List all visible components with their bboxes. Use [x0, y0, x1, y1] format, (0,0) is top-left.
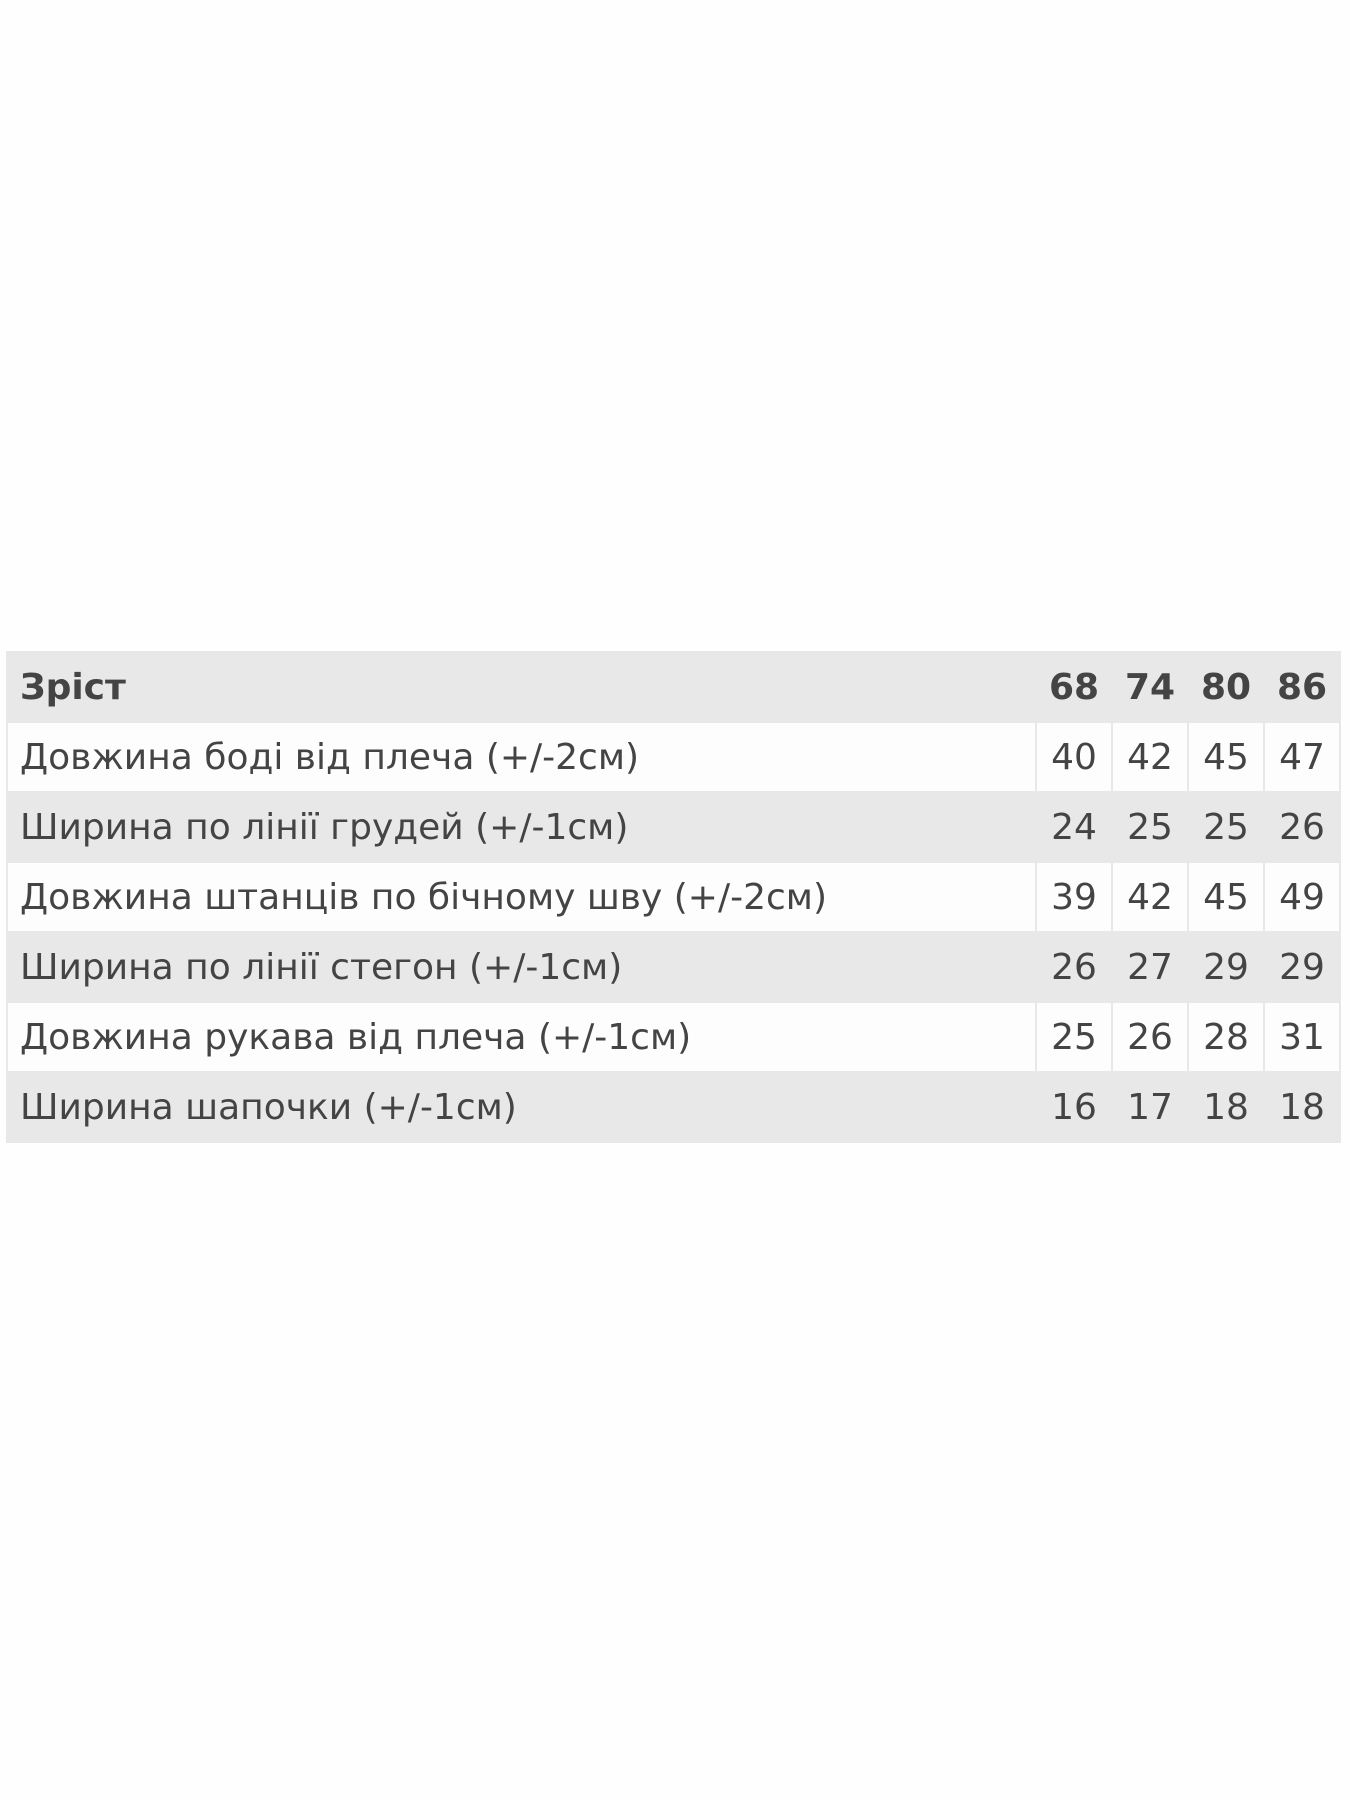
row-label: Довжина боді від плеча (+/-2см): [8, 723, 1035, 791]
size-value: 42: [1113, 723, 1187, 791]
size-table: Зріст 68 74 80 86 Довжина боді від плеча (+/-…: [6, 651, 1341, 1143]
size-value: 17: [1113, 1073, 1187, 1141]
size-value: 74: [1113, 653, 1187, 721]
table-body: Зріст 68 74 80 86 Довжина боді від плеча (+/-…: [8, 653, 1339, 1141]
size-value: 42: [1113, 863, 1187, 931]
size-value: 49: [1265, 863, 1339, 931]
table-row: Ширина по лінії грудей (+/-1см) 24 25 25 26: [8, 793, 1339, 861]
row-label: Зріст: [8, 653, 1035, 721]
size-value: 40: [1037, 723, 1111, 791]
size-value: 39: [1037, 863, 1111, 931]
size-value: 29: [1189, 933, 1263, 1001]
table-row: Довжина рукава від плеча (+/-1см) 25 26 28 3…: [8, 1003, 1339, 1071]
table-row: Довжина боді від плеча (+/-2см) 40 42 45 47: [8, 723, 1339, 791]
size-value: 18: [1265, 1073, 1339, 1141]
size-value: 86: [1265, 653, 1339, 721]
size-value: 27: [1113, 933, 1187, 1001]
row-label: Ширина по лінії стегон (+/-1см): [8, 933, 1035, 1001]
size-value: 45: [1189, 723, 1263, 791]
size-value: 28: [1189, 1003, 1263, 1071]
table-row: Довжина штанців по бічному шву (+/-2см) 3…: [8, 863, 1339, 931]
size-value: 24: [1037, 793, 1111, 861]
table-row: Ширина шапочки (+/-1см) 16 17 18 18: [8, 1073, 1339, 1141]
size-value: 68: [1037, 653, 1111, 721]
size-value: 29: [1265, 933, 1339, 1001]
row-label: Довжина штанців по бічному шву (+/-2см): [8, 863, 1035, 931]
size-value: 47: [1265, 723, 1339, 791]
size-value: 25: [1037, 1003, 1111, 1071]
size-value: 26: [1037, 933, 1111, 1001]
size-value: 18: [1189, 1073, 1263, 1141]
row-label: Ширина по лінії грудей (+/-1см): [8, 793, 1035, 861]
size-value: 26: [1265, 793, 1339, 861]
size-value: 25: [1189, 793, 1263, 861]
size-value: 26: [1113, 1003, 1187, 1071]
size-value: 80: [1189, 653, 1263, 721]
row-label: Довжина рукава від плеча (+/-1см): [8, 1003, 1035, 1071]
size-value: 45: [1189, 863, 1263, 931]
size-value: 31: [1265, 1003, 1339, 1071]
size-value: 16: [1037, 1073, 1111, 1141]
row-label: Ширина шапочки (+/-1см): [8, 1073, 1035, 1141]
table-row: Ширина по лінії стегон (+/-1см) 26 27 29 29: [8, 933, 1339, 1001]
table-row: Зріст 68 74 80 86: [8, 653, 1339, 721]
size-value: 25: [1113, 793, 1187, 861]
